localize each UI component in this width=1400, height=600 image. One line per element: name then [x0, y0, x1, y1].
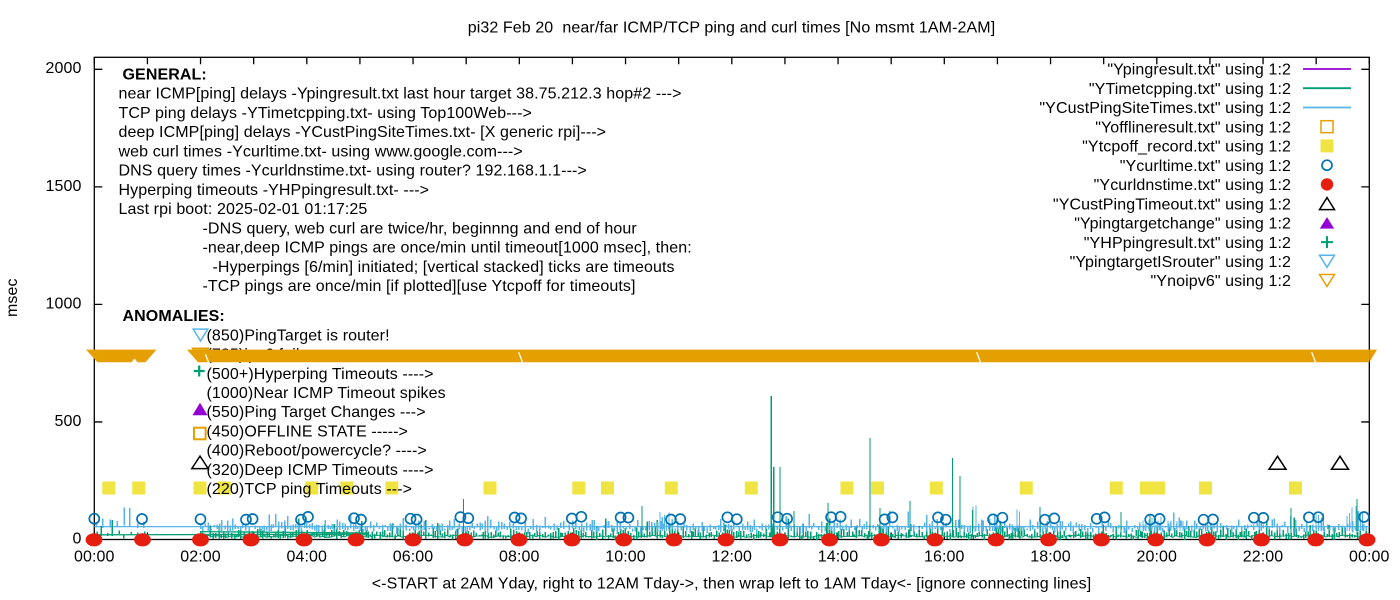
- svg-text:"YHPpingresult.txt" using 1:2: "YHPpingresult.txt" using 1:2: [1084, 235, 1291, 252]
- svg-text:"YpingtargetISrouter" using 1:: "YpingtargetISrouter" using 1:2: [1070, 254, 1291, 271]
- svg-text:<-START at 2AM Yday, right to: <-START at 2AM Yday, right to 12AM Tday-…: [372, 576, 1092, 593]
- svg-text:-Hyperpings [6/min] initiated;: -Hyperpings [6/min] initiated; [vertical…: [213, 259, 675, 276]
- svg-text:(550)Ping Target Changes --->: (550)Ping Target Changes --->: [207, 404, 426, 421]
- svg-text:10:00: 10:00: [605, 549, 646, 566]
- svg-text:msec: msec: [4, 278, 21, 317]
- svg-text:2000: 2000: [46, 60, 82, 77]
- svg-text:04:00: 04:00: [287, 549, 328, 566]
- svg-text:(850)PingTarget is router!: (850)PingTarget is router!: [207, 327, 390, 344]
- svg-text:"YCustPingSiteTimes.txt" using: "YCustPingSiteTimes.txt" using 1:2: [1039, 100, 1291, 117]
- svg-text:"Ynoipv6" using 1:2: "Ynoipv6" using 1:2: [1151, 273, 1291, 290]
- svg-text:08:00: 08:00: [499, 549, 540, 566]
- svg-text:Last rpi boot: 2025-02-01 01:1: Last rpi boot: 2025-02-01 01:17:25: [119, 201, 368, 218]
- svg-text:-near,deep ICMP pings are once: -near,deep ICMP pings are once/min until…: [203, 240, 692, 257]
- svg-text:web curl times -Ycurltime.txt-: web curl times -Ycurltime.txt- using www…: [118, 143, 523, 160]
- svg-text:00:00: 00:00: [74, 549, 115, 566]
- svg-text:(400)Reboot/powercycle? ---->: (400)Reboot/powercycle? ---->: [207, 443, 427, 460]
- svg-text:"Ytcpoff_record.txt" using 1:2: "Ytcpoff_record.txt" using 1:2: [1082, 139, 1291, 156]
- svg-text:ANOMALIES:: ANOMALIES:: [123, 308, 225, 325]
- svg-text:02:00: 02:00: [180, 549, 221, 566]
- svg-text:TCP ping delays -YTimetcpping.: TCP ping delays -YTimetcpping.txt- using…: [119, 105, 532, 122]
- svg-text:14:00: 14:00: [818, 549, 859, 566]
- svg-text:500: 500: [55, 413, 82, 430]
- svg-text:"YCustPingTimeout.txt" using 1: "YCustPingTimeout.txt" using 1:2: [1053, 196, 1291, 213]
- svg-text:-DNS query, web curl are twice: -DNS query, web curl are twice/hr, begin…: [203, 220, 638, 237]
- svg-text:00:00: 00:00: [1349, 549, 1390, 566]
- svg-text:12:00: 12:00: [712, 549, 753, 566]
- svg-text:"Ycurldnstime.txt" using 1:2: "Ycurldnstime.txt" using 1:2: [1094, 177, 1291, 194]
- svg-text:GENERAL:: GENERAL:: [123, 67, 207, 84]
- svg-text:(1000)Near ICMP Timeout spikes: (1000)Near ICMP Timeout spikes: [207, 385, 446, 402]
- svg-text:06:00: 06:00: [393, 549, 434, 566]
- svg-text:deep ICMP[ping] delays -YCustP: deep ICMP[ping] delays -YCustPingSiteTim…: [119, 124, 607, 141]
- svg-text:(500+)Hyperping Timeouts ---->: (500+)Hyperping Timeouts ---->: [207, 366, 434, 383]
- svg-text:22:00: 22:00: [1243, 549, 1284, 566]
- svg-text:"Ypingtargetchange" using 1:2: "Ypingtargetchange" using 1:2: [1074, 216, 1291, 233]
- svg-text:18:00: 18:00: [1030, 549, 1071, 566]
- svg-text:1500: 1500: [46, 178, 82, 195]
- svg-text:"YTimetcpping.txt" using 1:2: "YTimetcpping.txt" using 1:2: [1089, 81, 1291, 98]
- svg-text:(450)OFFLINE STATE ----->: (450)OFFLINE STATE ----->: [207, 424, 408, 441]
- svg-text:DNS query times -Ycurldnstime.: DNS query times -Ycurldnstime.txt- using…: [119, 163, 587, 180]
- svg-text:0: 0: [73, 530, 82, 547]
- svg-text:1000: 1000: [46, 295, 82, 312]
- svg-text:(320)Deep ICMP Timeouts ---->: (320)Deep ICMP Timeouts ---->: [207, 462, 434, 479]
- svg-text:"Ycurltime.txt" using 1:2: "Ycurltime.txt" using 1:2: [1120, 158, 1291, 175]
- svg-text:Hyperping timeouts -YHPpingres: Hyperping timeouts -YHPpingresult.txt- -…: [119, 182, 430, 199]
- svg-text:-TCP pings are once/min [if pl: -TCP pings are once/min [if plotted][use…: [203, 278, 636, 295]
- svg-text:20:00: 20:00: [1137, 549, 1178, 566]
- svg-text:pi32 Feb 20 near/far ICMP/TCP: pi32 Feb 20 near/far ICMP/TCP ping and c…: [468, 20, 996, 37]
- svg-text:(220)TCP ping Timeouts --->: (220)TCP ping Timeouts --->: [207, 481, 413, 498]
- svg-text:"Yofflineresult.txt" using 1:2: "Yofflineresult.txt" using 1:2: [1095, 119, 1291, 136]
- svg-text:16:00: 16:00: [924, 549, 965, 566]
- svg-text:near ICMP[ping] delays -Ypingr: near ICMP[ping] delays -Ypingresult.txt …: [119, 86, 682, 103]
- svg-text:"Ypingresult.txt" using 1:2: "Ypingresult.txt" using 1:2: [1107, 62, 1291, 79]
